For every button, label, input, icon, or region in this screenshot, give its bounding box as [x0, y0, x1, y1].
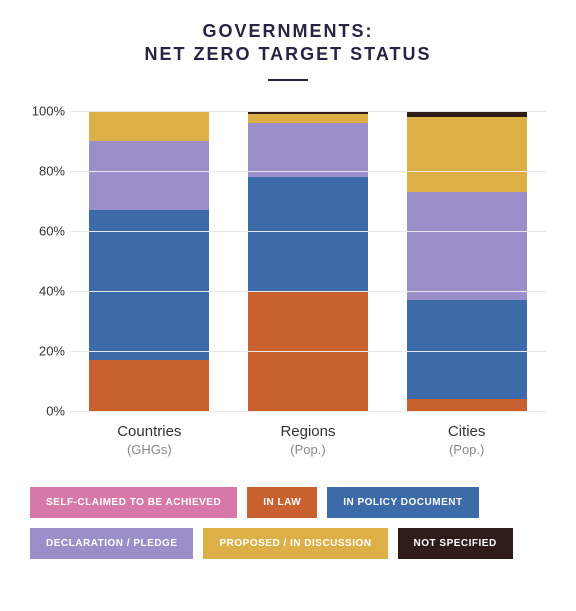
y-tick-label: 20% — [25, 343, 65, 358]
y-tick-label: 100% — [25, 103, 65, 118]
title-line-1: GOVERNMENTS: — [20, 20, 556, 43]
x-label-sub: (Pop.) — [248, 442, 368, 457]
x-axis-labels: Countries (GHGs) Regions (Pop.) Cities (Pop.) — [70, 423, 546, 457]
legend-item-in_law: IN LAW — [247, 487, 317, 518]
bar-segment-in_law — [89, 360, 209, 411]
x-label-main: Regions — [248, 423, 368, 440]
bar-segment-in_policy — [248, 177, 368, 291]
bar-segment-declaration — [248, 123, 368, 177]
y-tick-label: 40% — [25, 283, 65, 298]
title-underline — [268, 79, 308, 81]
chart-title: GOVERNMENTS: NET ZERO TARGET STATUS — [20, 20, 556, 67]
y-tick-label: 80% — [25, 163, 65, 178]
bar-regions — [248, 111, 368, 411]
bar-segment-proposed — [248, 114, 368, 123]
bar-segment-in_policy — [407, 300, 527, 399]
x-label-sub: (Pop.) — [407, 442, 527, 457]
title-line-2: NET ZERO TARGET STATUS — [20, 43, 556, 66]
gridline — [70, 411, 546, 412]
legend-item-self_claimed: SELF-CLAIMED TO BE ACHIEVED — [30, 487, 237, 518]
bar-segment-declaration — [89, 141, 209, 210]
gridline — [70, 231, 546, 232]
legend-item-not_specified: NOT SPECIFIED — [398, 528, 513, 559]
chart-container: GOVERNMENTS: NET ZERO TARGET STATUS 0%20… — [0, 0, 576, 589]
legend-item-proposed: PROPOSED / IN DISCUSSION — [203, 528, 387, 559]
x-label: Countries (GHGs) — [89, 423, 209, 457]
gridline — [70, 291, 546, 292]
bars-group — [70, 111, 546, 411]
x-label-main: Countries — [89, 423, 209, 440]
gridline — [70, 351, 546, 352]
gridline — [70, 111, 546, 112]
legend: SELF-CLAIMED TO BE ACHIEVED IN LAW IN POLI… — [30, 487, 546, 559]
chart-plot-area: 0%20%40%60%80%100% — [70, 111, 546, 411]
x-label-main: Cities — [407, 423, 527, 440]
legend-item-in_policy: IN POLICY DOCUMENT — [327, 487, 478, 518]
bar-segment-in_law — [407, 399, 527, 411]
bar-countries — [89, 111, 209, 411]
bar-segment-proposed — [407, 117, 527, 192]
x-label-sub: (GHGs) — [89, 442, 209, 457]
bar-cities — [407, 111, 527, 411]
bar-segment-declaration — [407, 192, 527, 300]
legend-item-declaration: DECLARATION / PLEDGE — [30, 528, 193, 559]
x-label: Cities (Pop.) — [407, 423, 527, 457]
x-label: Regions (Pop.) — [248, 423, 368, 457]
bar-segment-in_policy — [89, 210, 209, 360]
gridline — [70, 171, 546, 172]
y-tick-label: 60% — [25, 223, 65, 238]
y-tick-label: 0% — [25, 403, 65, 418]
bar-segment-proposed — [89, 111, 209, 141]
